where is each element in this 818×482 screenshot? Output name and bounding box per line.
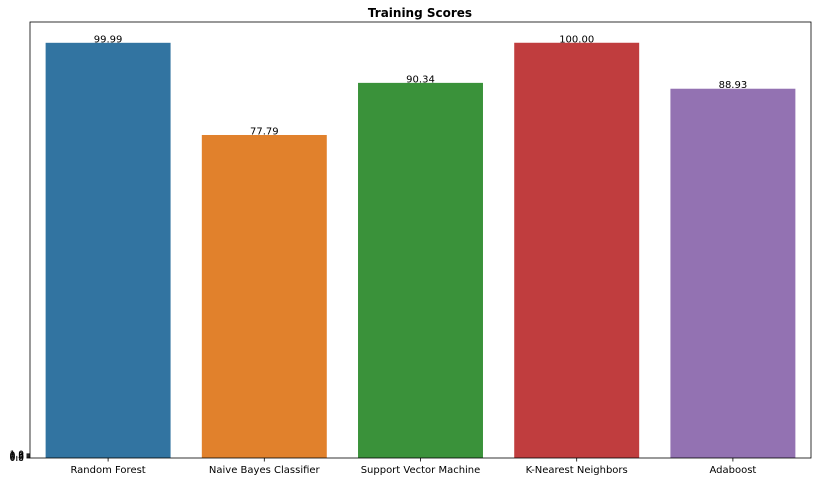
chart-title: Training Scores	[368, 6, 472, 20]
x-tick-label-naive-bayes-classifier: Naive Bayes Classifier	[209, 465, 321, 476]
bar-k-nearest-neighbors	[514, 42, 640, 458]
y-tick-label: 0.4	[10, 453, 25, 463]
data-label-random-forest: 99.99	[94, 34, 123, 45]
data-label-adaboost: 88.93	[719, 80, 748, 91]
x-tick-label-k-nearest-neighbors: K-Nearest Neighbors	[526, 465, 628, 476]
data-label-support-vector-machine: 90.34	[406, 74, 435, 85]
bar-support-vector-machine	[358, 82, 483, 459]
y-axis: 0.00.20.40.60.81.0	[10, 450, 30, 464]
bars-group	[45, 42, 796, 459]
bar-naive-bayes-classifier	[201, 134, 327, 459]
y-tick-label: 0.0	[10, 454, 25, 464]
x-axis: Random Forest Naive Bayes Classifier Suppo…	[70, 458, 756, 476]
data-labels-group: 99.99 77.79 90.34 100.00 88.93	[94, 34, 747, 137]
data-label-k-nearest-neighbors: 100.00	[559, 34, 594, 45]
bar-adaboost	[670, 88, 796, 458]
data-label-naive-bayes-classifier: 77.79	[250, 126, 279, 137]
x-tick-label-adaboost: Adaboost	[709, 465, 756, 476]
bar-random-forest	[45, 42, 171, 459]
x-tick-label-support-vector-machine: Support Vector Machine	[361, 465, 481, 476]
y-tick-label: 1.0	[10, 450, 25, 460]
y-tick-label: 0.6	[10, 452, 25, 462]
plot-frame	[29, 21, 812, 459]
y-tick-label: 0.2	[10, 453, 24, 463]
x-tick-label-random-forest: Random Forest	[70, 465, 145, 476]
y-tick-label: 0.8	[10, 451, 25, 461]
